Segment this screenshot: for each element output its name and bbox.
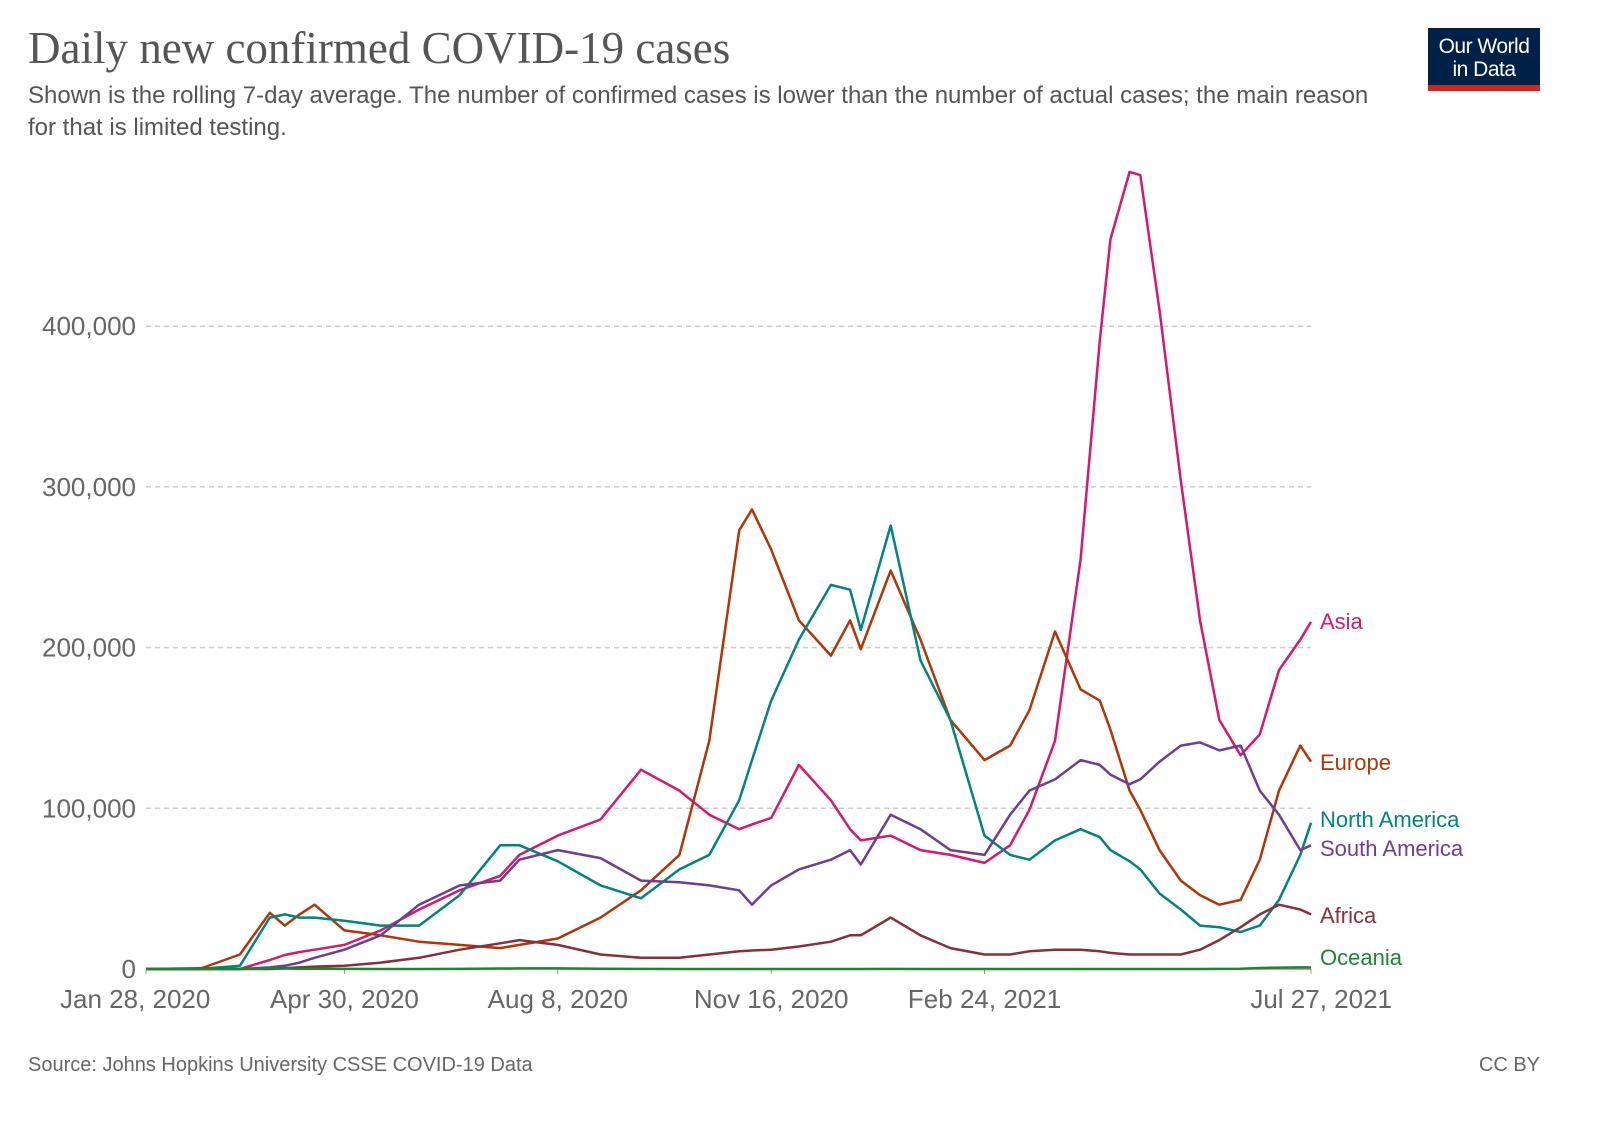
series-label-africa: Africa	[1320, 903, 1377, 928]
series-line-south-america	[146, 741, 1312, 971]
series-label-asia: Asia	[1320, 609, 1364, 634]
y-tick-label: 100,000	[42, 793, 136, 823]
license-link[interactable]: CC BY	[1478, 1054, 1540, 1076]
series-label-north-america: North America	[1320, 807, 1460, 832]
logo-line-1: Our World	[1438, 35, 1530, 58]
y-tick-label: 0	[122, 954, 136, 984]
y-tick-label: 400,000	[42, 311, 136, 341]
x-tick-label: Apr 30, 2020	[270, 984, 419, 1014]
chart-subtitle: Shown is the rolling 7-day average. The …	[28, 82, 1369, 141]
y-tick-label: 200,000	[42, 633, 136, 663]
series-line-africa	[146, 903, 1312, 971]
series-line-europe	[146, 508, 1313, 971]
source-note: Source: Johns Hopkins University CSSE CO…	[28, 1054, 533, 1076]
x-tick-label: Nov 16, 2020	[694, 984, 849, 1014]
series-label-oceania: Oceania	[1320, 945, 1403, 970]
owid-logo[interactable]: Our World in Data	[1428, 28, 1540, 91]
series-line-asia	[145, 170, 1313, 971]
series-line-north-america	[146, 524, 1313, 971]
series-line-oceania	[146, 966, 1311, 971]
series-label-south-america: South America	[1320, 836, 1464, 861]
y-tick-label: 300,000	[42, 472, 136, 502]
x-tick-label: Jan 28, 2020	[60, 984, 210, 1014]
logo-line-2: in Data	[1452, 58, 1516, 81]
series-label-europe: Europe	[1320, 750, 1391, 775]
x-tick-label: Feb 24, 2021	[908, 984, 1061, 1014]
x-tick-label: Aug 8, 2020	[488, 984, 628, 1014]
x-tick-label: Jul 27, 2021	[1250, 984, 1392, 1014]
chart-title: Daily new confirmed COVID-19 cases	[28, 23, 731, 73]
